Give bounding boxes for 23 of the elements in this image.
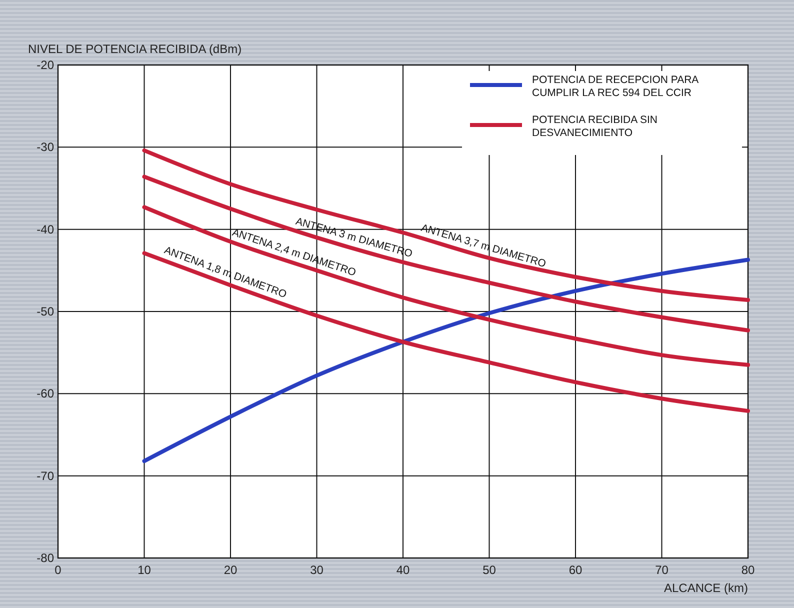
x-tick-label: 30 bbox=[310, 563, 324, 577]
x-tick-label: 70 bbox=[655, 563, 669, 577]
x-tick-label: 50 bbox=[482, 563, 496, 577]
x-tick-label: 80 bbox=[741, 563, 755, 577]
y-tick-label: -50 bbox=[36, 304, 54, 318]
x-tick-label: 0 bbox=[54, 563, 62, 577]
y-tick-label: -60 bbox=[36, 386, 54, 401]
x-axis-title: ALCANCE (km) bbox=[664, 581, 748, 595]
line-series bbox=[142, 174, 750, 332]
legend-label: POTENCIA RECIBIDA SIN DESVANECIMIENTO bbox=[532, 114, 658, 139]
y-tick-label: -30 bbox=[36, 140, 54, 154]
x-tick-label: 40 bbox=[396, 563, 410, 577]
y-axis-title: NIVEL DE POTENCIA RECIBIDA (dBm) bbox=[28, 42, 242, 56]
legend-label: POTENCIA DE RECEPCION PARA CUMPLIR LA REC 594 DEL CCIR bbox=[532, 74, 699, 99]
x-tick-label: 20 bbox=[224, 563, 238, 577]
x-tick-label: 60 bbox=[568, 563, 582, 577]
line-series bbox=[142, 205, 750, 367]
x-tick-label: 10 bbox=[138, 563, 152, 577]
y-tick-label: -40 bbox=[36, 222, 54, 236]
y-tick-label: -70 bbox=[36, 468, 54, 483]
y-tick-label: -20 bbox=[36, 58, 54, 72]
y-tick-label: -80 bbox=[36, 551, 54, 565]
line-series bbox=[142, 148, 750, 302]
